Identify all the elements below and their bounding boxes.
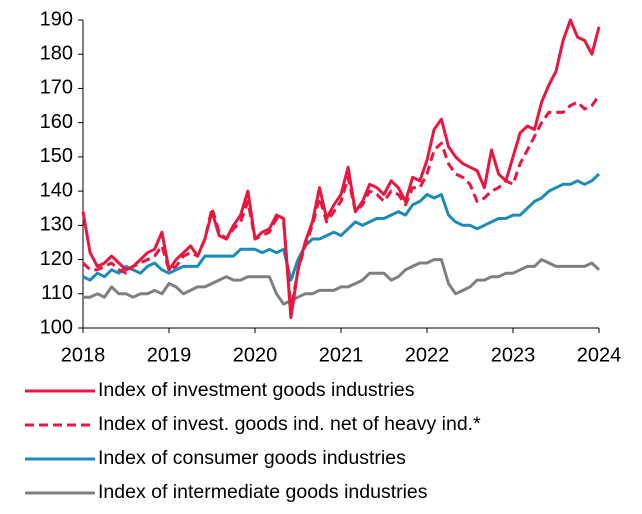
y-tick-label: 130 (40, 214, 73, 236)
y-tick-label: 150 (40, 145, 73, 167)
legend-label: Index of investment goods industries (98, 379, 415, 401)
y-tick-label: 140 (40, 179, 73, 201)
y-tick-label: 160 (40, 111, 73, 133)
x-tick-label: 2024 (577, 344, 622, 366)
x-tick-label: 2020 (233, 344, 278, 366)
legend-label: Index of invest. goods ind. net of heavy… (98, 413, 481, 435)
y-tick-label: 110 (41, 282, 73, 304)
legend-label: Index of consumer goods industries (98, 447, 406, 469)
x-tick-label: 2018 (61, 344, 106, 366)
x-tick-label: 2021 (319, 344, 364, 366)
series-line (81, 18, 601, 320)
series-line (82, 172, 601, 282)
y-tick-label: 100 (40, 316, 73, 338)
y-tick-label: 180 (40, 43, 73, 65)
x-tick-label: 2023 (491, 344, 536, 366)
x-tick-label: 2022 (405, 344, 450, 366)
y-tick-label: 190 (40, 8, 73, 30)
series-line (81, 94, 601, 313)
legend-label: Index of intermediate goods industries (98, 481, 428, 503)
x-tick-label: 2019 (147, 344, 192, 366)
y-tick-label: 120 (40, 248, 73, 270)
series-line (83, 258, 601, 306)
y-tick-label: 170 (40, 77, 73, 99)
